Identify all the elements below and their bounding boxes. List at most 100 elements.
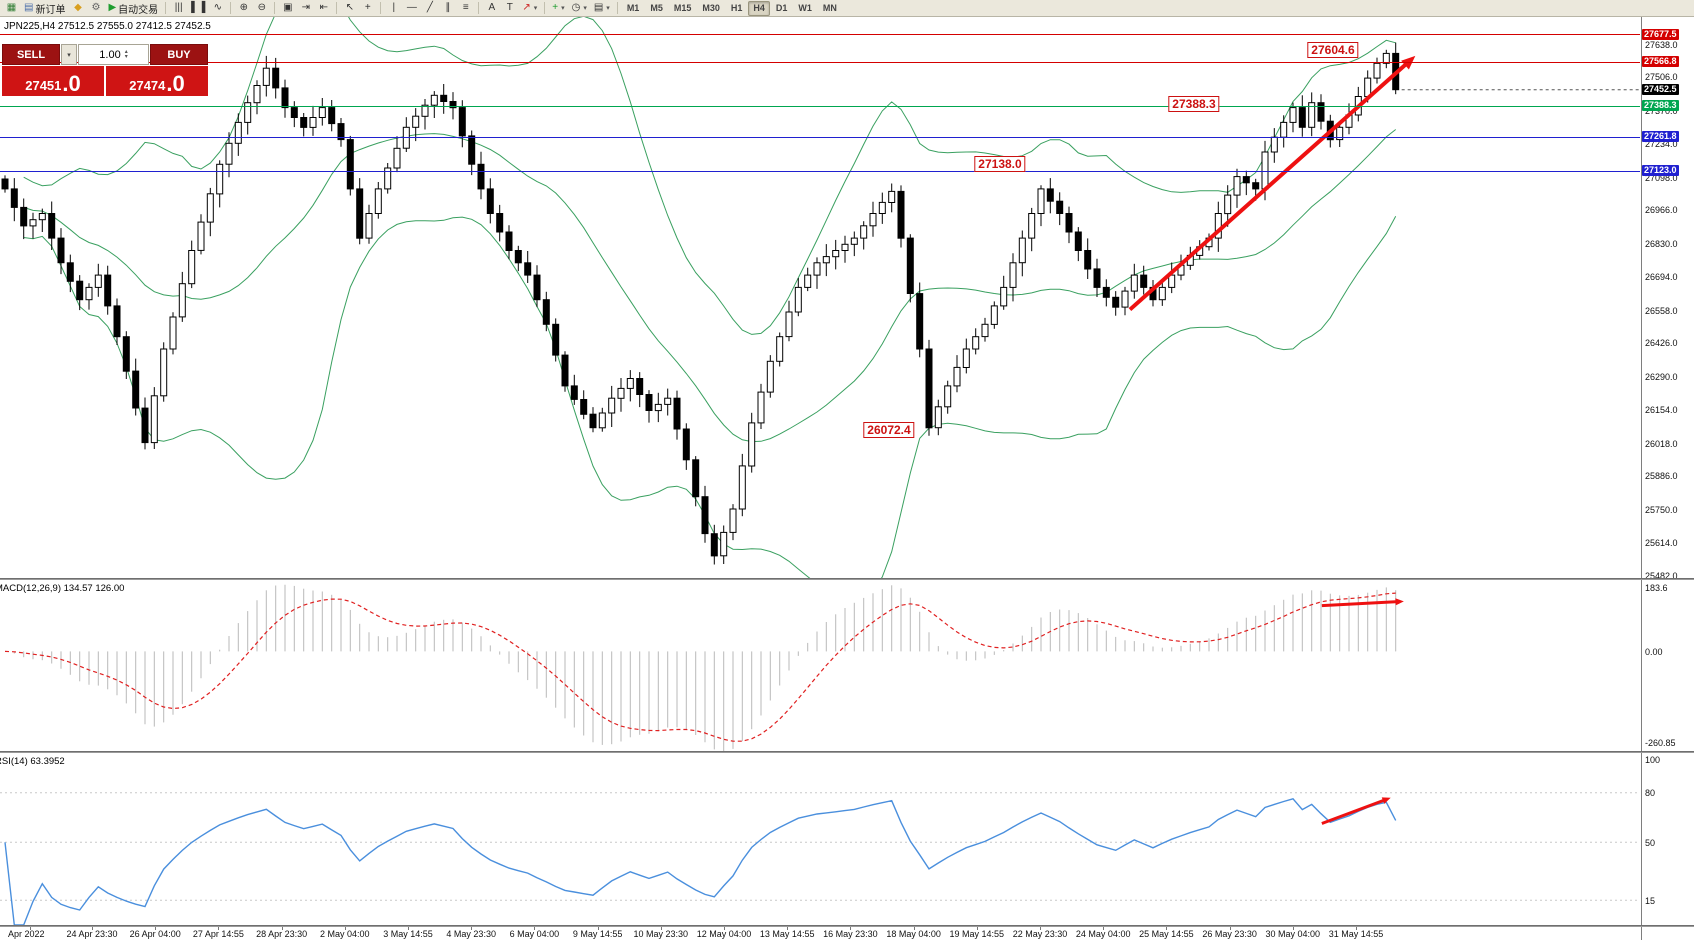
- vertical-line-icon: |: [392, 2, 396, 13]
- line-chart-icon[interactable]: ∿: [209, 1, 226, 16]
- macd-panel[interactable]: MACD(12,26,9) 134.57 126.00: [0, 580, 1641, 751]
- price-axis-marker: 27123.0: [1642, 165, 1679, 177]
- chart-window-icon[interactable]: ▦: [3, 1, 20, 16]
- timeframe-w1-button[interactable]: W1: [798, 3, 812, 13]
- indicators-icon: +: [552, 2, 559, 13]
- chart-window-icon: ▦: [6, 2, 17, 13]
- auto-trading-button: ▶: [108, 2, 117, 13]
- time-axis-label: 18 May 04:00: [886, 929, 941, 939]
- time-axis[interactable]: Apr 2022 24 Apr 23:30 26 Apr 04:00 27 Apr 1…: [0, 926, 1641, 940]
- horizontal-level-line[interactable]: [0, 170, 1640, 172]
- time-axis-tick: [724, 926, 725, 930]
- rsi-panel[interactable]: RSI(14) 63.3952: [0, 753, 1641, 925]
- tile-windows-icon[interactable]: ▣: [279, 1, 296, 16]
- buy-price[interactable]: 27474 .0: [106, 66, 208, 96]
- chevron-down-icon: ▾: [533, 5, 538, 12]
- timeframe-m30-button[interactable]: M30: [702, 3, 720, 13]
- price-axis-label: 26426.0: [1645, 338, 1678, 349]
- sell-price[interactable]: 27451 .0: [2, 66, 104, 96]
- timeframe-h1-button[interactable]: H1: [730, 3, 743, 13]
- price-axis-label: 26694.0: [1645, 272, 1678, 283]
- horizontal-line-icon[interactable]: ―: [403, 1, 420, 16]
- buy-button[interactable]: BUY: [150, 44, 208, 65]
- volume-input[interactable]: 1.00 ▴ ▾: [78, 44, 149, 65]
- timeframe-mn-button[interactable]: MN: [822, 3, 837, 13]
- zoom-out-icon[interactable]: ⊖: [253, 1, 270, 16]
- templates-icon[interactable]: ▤ ▾: [591, 1, 613, 16]
- channel-icon[interactable]: ∥: [439, 1, 456, 16]
- new-order-button[interactable]: ▤ 新订单: [21, 1, 68, 16]
- price-chart-canvas[interactable]: [0, 17, 1640, 578]
- arrows-tool-icon: ↗: [522, 2, 531, 13]
- macd-canvas[interactable]: [0, 580, 1640, 751]
- timeframe-m15-button[interactable]: M15: [673, 3, 692, 13]
- text-tool-icon[interactable]: A: [483, 1, 500, 16]
- periods-icon[interactable]: ◷ ▾: [569, 1, 590, 16]
- toolbar-separator: [165, 2, 167, 14]
- zoom-in-icon[interactable]: ⊕: [235, 1, 252, 16]
- horizontal-level-line[interactable]: [0, 136, 1640, 138]
- crosshair-icon[interactable]: +: [359, 1, 376, 16]
- time-axis-tick: [1229, 926, 1231, 930]
- time-axis-label: 13 May 14:55: [759, 929, 815, 939]
- timeframe-h4-button[interactable]: H4: [748, 0, 770, 16]
- fibonacci-icon[interactable]: ≡: [457, 1, 474, 16]
- timeframe-m1-button[interactable]: M1: [626, 3, 640, 13]
- bar-chart-icon[interactable]: |||: [170, 1, 187, 16]
- cursor-icon[interactable]: ↖: [341, 1, 358, 16]
- trendline-icon[interactable]: ╱: [421, 1, 438, 16]
- candlestick-chart-icon[interactable]: ▌▐: [188, 1, 208, 16]
- zoom-out-icon: ⊖: [257, 2, 267, 13]
- time-axis-label: 31 May 14:55: [1328, 929, 1384, 939]
- time-axis-tick: [660, 926, 662, 930]
- price-axis-label: 26558.0: [1645, 305, 1678, 316]
- toolbar-separator: [478, 2, 480, 14]
- timeframe-d1-button[interactable]: D1: [775, 3, 788, 13]
- toolbar-separator: [336, 2, 338, 14]
- price-axis[interactable]: 27638.027506.027370.027234.027098.026966…: [1641, 17, 1694, 940]
- panel-splitter[interactable]: [0, 751, 1694, 753]
- toolbar-separator: [274, 2, 276, 14]
- price-callout[interactable]: 27138.0: [974, 156, 1026, 172]
- auto-scroll-icon: ⇥: [301, 2, 311, 13]
- rsi-axis-label: 15: [1645, 895, 1656, 906]
- trendline-icon: ╱: [426, 2, 433, 13]
- sell-button[interactable]: SELL: [2, 44, 60, 65]
- price-axis-label: 27234.0: [1645, 139, 1678, 150]
- time-axis-tick: [534, 926, 536, 930]
- horizontal-level-line[interactable]: [0, 105, 1640, 107]
- auto-trading-button[interactable]: ▶ 自动交易: [105, 1, 161, 16]
- metaeditor-icon[interactable]: ◆: [69, 1, 86, 16]
- horizontal-level-line[interactable]: [0, 61, 1640, 63]
- price-callout[interactable]: 27604.6: [1307, 42, 1359, 58]
- label-tool-icon[interactable]: T: [501, 1, 518, 16]
- price-callout[interactable]: 27388.3: [1168, 96, 1220, 112]
- arrows-tool-icon[interactable]: ↗ ▾: [519, 1, 540, 16]
- spinner-down-icon[interactable]: ▾: [124, 53, 128, 60]
- macd-indicator-label: MACD(12,26,9) 134.57 126.00: [0, 583, 125, 594]
- candlestick-chart-panel[interactable]: JPN225,H4 27512.5 27555.0 27412.5 27452.…: [0, 17, 1641, 578]
- toolbar-separator: [230, 2, 232, 14]
- toolbar-separator: [544, 2, 546, 14]
- price-callout[interactable]: 26072.4: [863, 422, 915, 438]
- sell-price-main: 27451: [25, 78, 62, 94]
- indicators-icon[interactable]: + ▾: [549, 1, 567, 16]
- spinner-up-icon[interactable]: ▴: [124, 48, 128, 55]
- price-axis-marker: 27452.5: [1642, 84, 1679, 96]
- options-icon[interactable]: ⚙: [87, 1, 104, 16]
- rsi-canvas[interactable]: [0, 753, 1640, 925]
- auto-trading-button-label: 自动交易: [118, 4, 159, 16]
- volume-spinner[interactable]: ▴ ▾: [124, 48, 128, 60]
- panel-splitter[interactable]: [0, 578, 1694, 580]
- time-axis-tick: [471, 926, 473, 930]
- timeframe-m5-button[interactable]: M5: [650, 3, 663, 13]
- chart-shift-icon[interactable]: ⇤: [315, 1, 332, 16]
- volume-dropdown[interactable]: ▾: [61, 44, 77, 65]
- panel-splitter[interactable]: [0, 925, 1694, 927]
- candlestick-chart-icon: ▌▐: [191, 2, 206, 13]
- horizontal-level-line[interactable]: [0, 34, 1640, 36]
- auto-scroll-icon[interactable]: ⇥: [297, 1, 314, 16]
- vertical-line-icon[interactable]: |: [385, 1, 402, 16]
- time-axis-tick: [344, 926, 346, 930]
- toolbar-separator: [616, 2, 618, 14]
